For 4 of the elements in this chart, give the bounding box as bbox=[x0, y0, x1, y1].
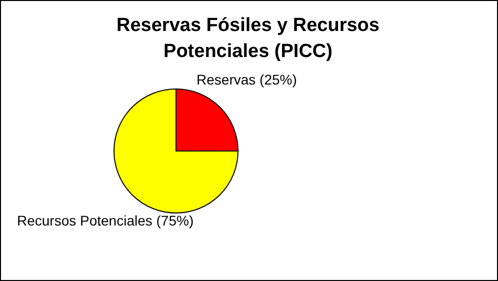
pie-slice bbox=[114, 88, 238, 214]
slice-label: Reservas (25%) bbox=[196, 71, 297, 88]
slice-label: Recursos Potenciales (75%) bbox=[16, 212, 194, 229]
chart-title: Reservas Fósiles y Recursos Potenciales (PICC) bbox=[116, 15, 380, 62]
